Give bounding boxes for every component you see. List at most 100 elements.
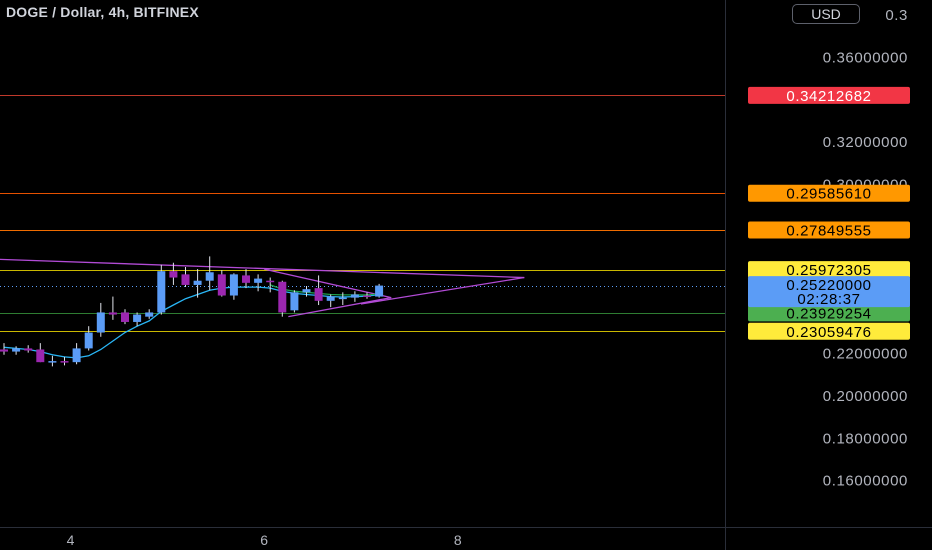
time-axis[interactable]: 4 6 8 bbox=[67, 532, 462, 548]
level-badge-0: 0.34212682 bbox=[748, 86, 910, 105]
candle-12 bbox=[145, 309, 154, 319]
candle-18 bbox=[217, 270, 226, 297]
candle-body bbox=[36, 349, 45, 363]
candle-28 bbox=[338, 292, 347, 306]
time-tick-label: 4 bbox=[67, 532, 75, 548]
candle-body bbox=[375, 285, 384, 297]
candle-body bbox=[350, 294, 359, 298]
badge-background bbox=[748, 184, 910, 202]
badge-background bbox=[748, 304, 910, 322]
candle-14 bbox=[169, 262, 178, 285]
badge-background bbox=[748, 261, 910, 279]
time-tick-label: 6 bbox=[260, 532, 268, 548]
price-axis[interactable]: 0.30.360000000.320000000.300000000.22000… bbox=[823, 7, 908, 489]
candle-body bbox=[278, 281, 287, 313]
candle-6 bbox=[72, 343, 81, 365]
trendline-lower bbox=[360, 276, 525, 305]
candle-5 bbox=[60, 356, 69, 366]
price-tick-label: 0.20000000 bbox=[823, 388, 908, 405]
candle-body bbox=[326, 296, 335, 301]
currency-button[interactable]: USD bbox=[792, 4, 860, 24]
price-tick-label: 0.32000000 bbox=[823, 134, 908, 151]
level-badge-5: 0.23059476 bbox=[748, 322, 910, 341]
candle-29 bbox=[350, 291, 359, 302]
price-tick-label: 0.16000000 bbox=[823, 473, 908, 490]
badge-label: 02:28:37 bbox=[797, 291, 860, 308]
candle-body bbox=[254, 278, 263, 283]
badge-label: 0.29585610 bbox=[786, 186, 871, 203]
candle-body bbox=[363, 295, 371, 298]
candle-4 bbox=[48, 355, 57, 367]
moving-averages bbox=[3, 284, 380, 359]
time-tick-label: 8 bbox=[454, 532, 462, 548]
candle-26 bbox=[314, 275, 323, 306]
candle-2 bbox=[24, 345, 33, 353]
badge-background bbox=[748, 322, 910, 340]
candle-body bbox=[121, 312, 129, 322]
candle-body bbox=[84, 332, 93, 349]
price-tick-label: 0.3 bbox=[885, 7, 908, 24]
candle-body bbox=[145, 312, 154, 317]
candle-23 bbox=[278, 280, 287, 317]
badge-label: 0.25972305 bbox=[786, 262, 871, 279]
candle-body bbox=[302, 289, 311, 293]
badge-label: 0.27849555 bbox=[786, 222, 871, 239]
badge-background bbox=[748, 276, 910, 308]
level-badge-4: 0.23929254 bbox=[748, 304, 910, 322]
candle-body bbox=[12, 348, 21, 352]
trendline-triangle-top bbox=[264, 268, 392, 299]
candle-7 bbox=[84, 326, 93, 351]
candle-body bbox=[229, 274, 238, 296]
candle-body bbox=[314, 288, 323, 301]
candle-22 bbox=[266, 277, 275, 293]
badge-label: 0.34212682 bbox=[786, 88, 871, 105]
symbol-title[interactable]: DOGE / Dollar, 4h, BITFINEX bbox=[6, 4, 199, 20]
candles bbox=[0, 256, 384, 367]
candle-27 bbox=[326, 294, 335, 308]
candle-15 bbox=[181, 266, 190, 288]
horizontal-levels bbox=[0, 95, 725, 332]
badge-background bbox=[748, 86, 910, 104]
candle-body bbox=[24, 348, 33, 351]
candle-body bbox=[266, 280, 275, 283]
candle-body bbox=[169, 271, 178, 278]
candle-1 bbox=[12, 346, 21, 355]
candle-8 bbox=[96, 302, 105, 337]
candle-body bbox=[157, 271, 166, 313]
level-badge-3: 0.25972305 bbox=[748, 261, 910, 279]
candle-24 bbox=[290, 290, 299, 313]
candle-16 bbox=[193, 269, 202, 298]
candle-3 bbox=[36, 343, 45, 363]
candle-body bbox=[96, 312, 105, 333]
candle-20 bbox=[242, 269, 250, 289]
badge-label: 0.23059476 bbox=[786, 324, 871, 341]
candle-body bbox=[133, 314, 142, 322]
candle-0 bbox=[0, 343, 8, 355]
candle-25 bbox=[302, 286, 311, 297]
price-tick-label: 0.18000000 bbox=[823, 430, 908, 447]
candle-body bbox=[181, 274, 190, 285]
badge-background bbox=[748, 221, 910, 239]
candle-11 bbox=[133, 312, 142, 327]
trendline-upper bbox=[0, 258, 525, 279]
candle-body bbox=[72, 348, 81, 363]
candle-19 bbox=[229, 273, 238, 300]
candle-body bbox=[193, 280, 202, 285]
candle-body bbox=[338, 297, 347, 300]
candle-body bbox=[48, 361, 57, 363]
candle-10 bbox=[121, 309, 129, 325]
candle-body bbox=[205, 272, 214, 281]
candle-body bbox=[290, 292, 299, 311]
trendlines bbox=[0, 258, 525, 318]
candle-21 bbox=[254, 274, 263, 292]
trendline-triangle-bottom bbox=[288, 296, 392, 318]
price-tick-label: 0.36000000 bbox=[823, 50, 908, 67]
level-badge-2: 0.27849555 bbox=[748, 221, 910, 239]
candle-body bbox=[0, 349, 8, 352]
candle-body bbox=[60, 361, 69, 363]
price-tick-label: 0.22000000 bbox=[823, 346, 908, 363]
badge-label: 0.23929254 bbox=[786, 305, 871, 322]
candle-body bbox=[217, 274, 226, 296]
